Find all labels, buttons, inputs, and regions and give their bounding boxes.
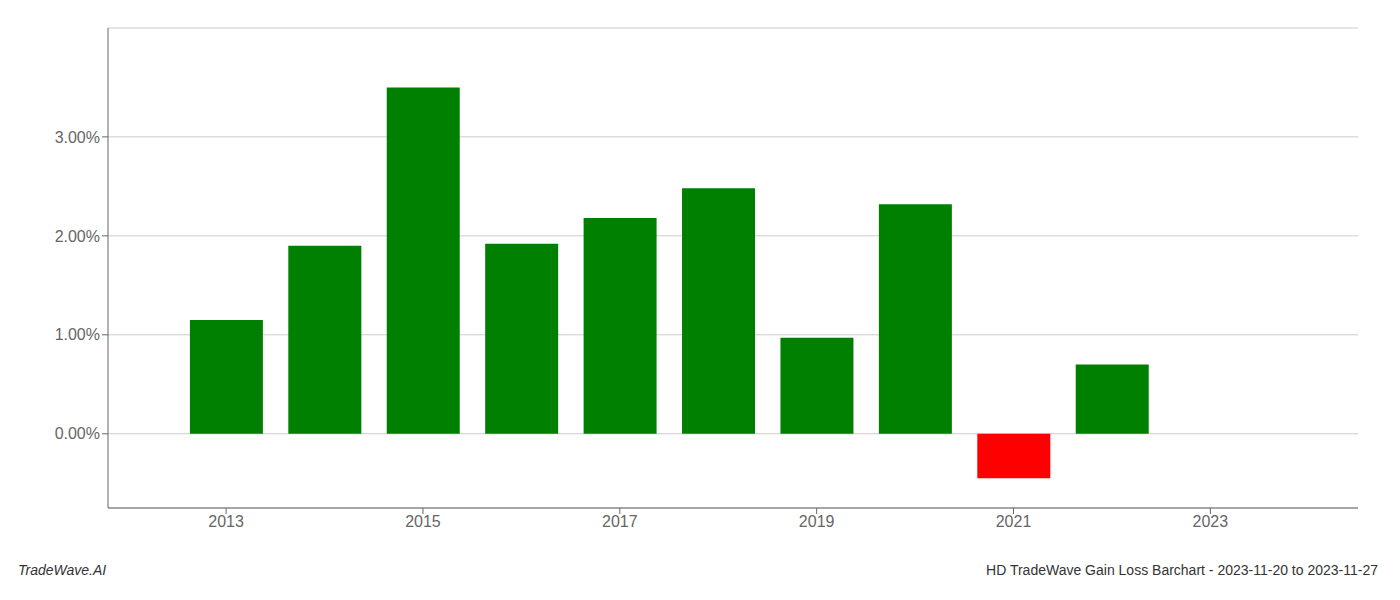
- svg-text:2017: 2017: [602, 513, 638, 530]
- html-text:TradeWave.AI: TradeWave.AI: [18, 562, 107, 578]
- svg-text:0.00%: 0.00%: [55, 425, 100, 442]
- svg-text:3.00%: 3.00%: [55, 129, 100, 146]
- svg-text:2019: 2019: [799, 513, 835, 530]
- svg-text:2013: 2013: [208, 513, 244, 530]
- html-text:HD TradeWave Gain Loss Barchar: HD TradeWave Gain Loss Barchart - 2023-1…: [986, 562, 1378, 578]
- svg-text:2.00%: 2.00%: [55, 228, 100, 245]
- svg-text:2023: 2023: [1193, 513, 1229, 530]
- svg-text:2015: 2015: [405, 513, 441, 530]
- svg-text:1.00%: 1.00%: [55, 326, 100, 343]
- svg-text:2021: 2021: [996, 513, 1032, 530]
